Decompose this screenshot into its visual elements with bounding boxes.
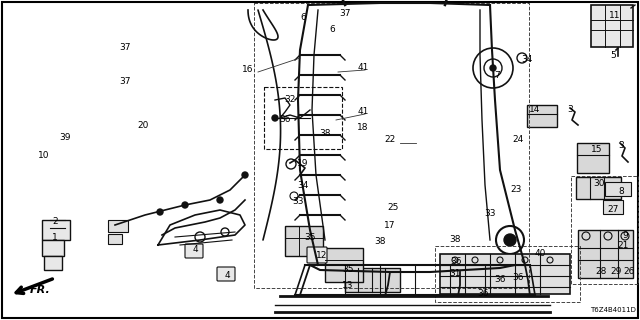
Text: 15: 15 (591, 146, 603, 155)
Text: 14: 14 (529, 106, 541, 115)
Bar (108, 234, 122, 244)
Text: 36: 36 (494, 275, 506, 284)
Text: 41: 41 (357, 108, 369, 116)
Text: 3: 3 (618, 140, 624, 149)
Text: 29: 29 (611, 267, 621, 276)
Text: 38: 38 (374, 236, 386, 245)
FancyBboxPatch shape (307, 247, 327, 263)
Circle shape (182, 202, 188, 208)
Bar (254, 3, 529, 288)
Text: 38: 38 (319, 129, 331, 138)
Text: 2: 2 (52, 218, 58, 227)
Text: 4: 4 (224, 270, 230, 279)
Text: 37: 37 (119, 77, 131, 86)
Text: 13: 13 (342, 281, 354, 290)
Text: 34: 34 (298, 180, 308, 189)
Text: 17: 17 (384, 221, 396, 230)
Text: 35: 35 (342, 265, 354, 274)
Text: 24: 24 (513, 134, 524, 143)
Bar (435, 246, 580, 302)
Text: 38: 38 (449, 236, 461, 244)
Bar (603, 200, 623, 214)
Text: 3: 3 (567, 106, 573, 115)
Text: 40: 40 (534, 249, 546, 258)
Text: 37: 37 (119, 43, 131, 52)
Text: 23: 23 (510, 185, 522, 194)
Bar (325, 248, 363, 282)
Circle shape (157, 209, 163, 215)
Bar (577, 143, 609, 173)
Text: 8: 8 (618, 188, 624, 196)
FancyBboxPatch shape (185, 244, 203, 258)
Bar (591, 5, 633, 47)
Text: 31: 31 (449, 268, 461, 277)
Text: 36: 36 (279, 116, 291, 124)
Bar (578, 230, 633, 278)
Text: 32: 32 (284, 95, 296, 105)
Text: 9: 9 (622, 230, 628, 239)
Text: 10: 10 (38, 150, 50, 159)
Text: 11: 11 (609, 11, 621, 20)
Circle shape (490, 65, 496, 71)
Text: 33: 33 (292, 196, 304, 205)
Text: 20: 20 (138, 122, 148, 131)
Bar (44, 256, 62, 270)
Text: 30: 30 (593, 179, 605, 188)
Circle shape (272, 115, 278, 121)
Text: 1: 1 (52, 233, 58, 242)
Bar (605, 182, 631, 196)
Bar (576, 177, 621, 199)
Text: 41: 41 (357, 63, 369, 73)
Circle shape (504, 234, 516, 246)
Text: T6Z4B4011D: T6Z4B4011D (590, 307, 636, 313)
Bar (42, 240, 64, 256)
Bar (440, 254, 570, 294)
Text: 21: 21 (618, 241, 628, 250)
Circle shape (242, 172, 248, 178)
Text: 37: 37 (339, 10, 351, 19)
Bar (345, 268, 400, 292)
Text: 25: 25 (387, 203, 399, 212)
Bar (108, 220, 128, 232)
Text: 5: 5 (610, 51, 616, 60)
Text: 19: 19 (297, 159, 308, 169)
Text: 4: 4 (192, 245, 198, 254)
Text: 36: 36 (512, 273, 524, 282)
Bar (527, 105, 557, 127)
Circle shape (217, 197, 223, 203)
Bar (264, 87, 342, 149)
Text: 26: 26 (623, 267, 635, 276)
Bar (285, 226, 323, 256)
Text: 12: 12 (316, 252, 328, 260)
Text: 33: 33 (484, 210, 496, 219)
FancyBboxPatch shape (217, 267, 235, 281)
Text: 6: 6 (329, 26, 335, 35)
Text: 18: 18 (357, 124, 369, 132)
Text: 16: 16 (243, 66, 253, 75)
Text: 7: 7 (494, 70, 500, 79)
Text: 34: 34 (522, 55, 532, 65)
Text: 36: 36 (477, 290, 489, 299)
Text: FR.: FR. (29, 285, 51, 295)
Bar (571, 176, 638, 284)
Text: 6: 6 (300, 13, 306, 22)
Text: 28: 28 (595, 267, 607, 276)
Text: 35: 35 (304, 234, 316, 243)
Text: 27: 27 (607, 205, 619, 214)
Text: 36: 36 (451, 257, 461, 266)
Bar (42, 220, 70, 240)
Text: 39: 39 (60, 133, 71, 142)
Text: 22: 22 (385, 135, 396, 145)
